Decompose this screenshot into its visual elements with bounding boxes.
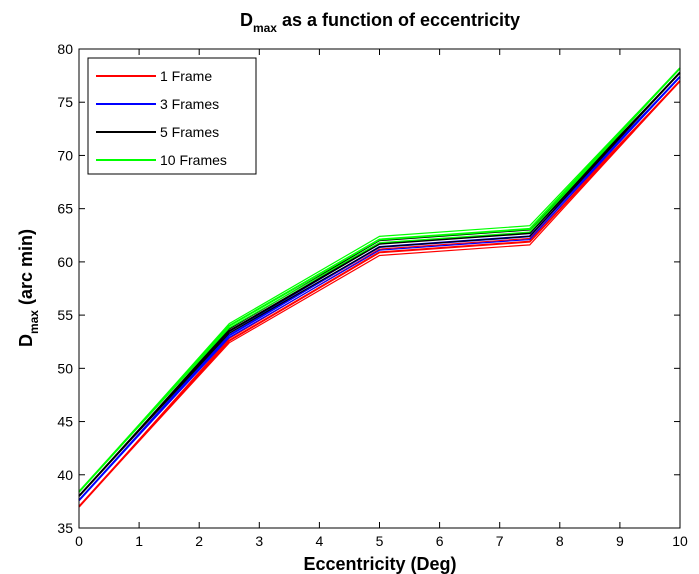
x-tick-label: 0 xyxy=(75,533,83,549)
y-tick-label: 80 xyxy=(57,41,73,57)
y-axis-title-sub: max xyxy=(27,310,41,334)
x-tick-label: 1 xyxy=(135,533,143,549)
x-tick-label: 10 xyxy=(672,533,688,549)
y-tick-label: 65 xyxy=(57,201,73,217)
legend-label: 1 Frame xyxy=(160,68,212,84)
series-3-line xyxy=(78,71,681,497)
chart-title-main: D xyxy=(240,10,253,30)
y-tick-label: 40 xyxy=(57,467,73,483)
legend: 1 Frame 3 Frames 5 Frames 10 Frames xyxy=(87,57,257,175)
x-tick-label: 7 xyxy=(496,533,504,549)
y-axis-title-rest: (arc min) xyxy=(16,229,36,310)
legend-box xyxy=(87,57,257,175)
y-axis-title: Dmax (arc min) xyxy=(16,229,41,347)
series-4-line xyxy=(78,67,681,493)
y-axis-title-main: D xyxy=(16,334,36,347)
series-layer xyxy=(78,67,681,508)
chart-title-sub: max xyxy=(253,21,277,35)
x-tick-label: 9 xyxy=(616,533,624,549)
x-tick-label: 3 xyxy=(255,533,263,549)
x-tick-label: 2 xyxy=(195,533,203,549)
legend-label: 5 Frames xyxy=(160,124,219,140)
y-tick-label: 55 xyxy=(57,307,73,323)
chart-title-rest: as a function of eccentricity xyxy=(277,10,520,30)
y-tick-label: 50 xyxy=(57,360,73,376)
x-tick-label: 6 xyxy=(436,533,444,549)
legend-label: 10 Frames xyxy=(160,152,227,168)
chart-title: Dmax as a function of eccentricity xyxy=(240,10,520,35)
x-axis-title: Eccentricity (Deg) xyxy=(303,554,456,574)
y-tick-label: 35 xyxy=(57,520,73,536)
x-tick-label: 5 xyxy=(376,533,384,549)
series-1-line xyxy=(78,80,681,508)
x-tick-label: 8 xyxy=(556,533,564,549)
x-tick-label: 4 xyxy=(316,533,324,549)
legend-label: 3 Frames xyxy=(160,96,219,112)
y-tick-label: 60 xyxy=(57,254,73,270)
y-tick-label: 75 xyxy=(57,94,73,110)
y-tick-label: 70 xyxy=(57,147,73,163)
series-4 xyxy=(78,67,681,493)
y-tick-label: 45 xyxy=(57,414,73,430)
